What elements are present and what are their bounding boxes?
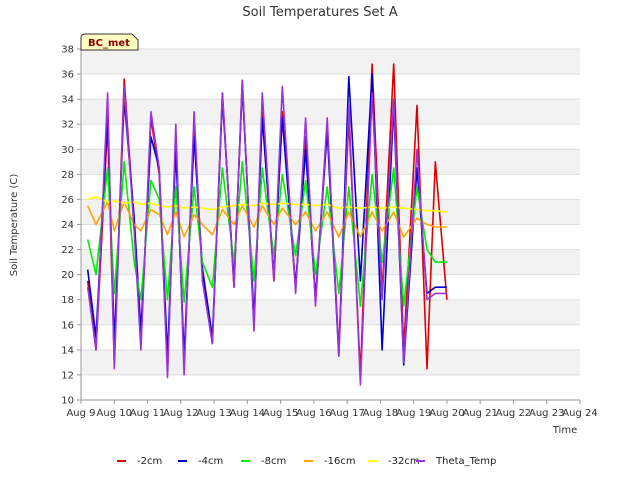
y-tick-label: 38 bbox=[61, 45, 74, 56]
chart-title: Soil Temperatures Set A bbox=[242, 5, 397, 20]
y-tick-label: 10 bbox=[61, 396, 74, 407]
y-tick-label: 34 bbox=[61, 95, 74, 106]
plot-band bbox=[81, 224, 580, 250]
y-tick-label: 12 bbox=[61, 370, 74, 381]
legend-label: Theta_Temp bbox=[435, 456, 496, 467]
plot-band bbox=[81, 49, 580, 75]
x-axis-label: Time bbox=[552, 425, 577, 436]
y-tick-label: 14 bbox=[61, 345, 74, 356]
x-tick-label: Aug 20 bbox=[429, 408, 464, 419]
y-tick-label: 36 bbox=[61, 70, 74, 81]
plot-band bbox=[81, 99, 580, 125]
plot-band bbox=[81, 374, 580, 400]
series-lines bbox=[86, 63, 448, 386]
site-label-box: BC_met bbox=[80, 33, 139, 51]
y-tick-label: 32 bbox=[61, 120, 74, 131]
y-tick-label: 22 bbox=[61, 245, 74, 256]
x-tick-label: Aug 24 bbox=[562, 408, 597, 419]
x-tick-label: Aug 16 bbox=[296, 408, 331, 419]
x-tick-label: Aug 18 bbox=[363, 408, 398, 419]
legend-label: -8cm bbox=[261, 456, 286, 467]
series-line-thetatemp bbox=[86, 79, 447, 386]
series-line-16cm bbox=[86, 201, 447, 238]
x-tick-label: Aug 9 bbox=[66, 408, 95, 419]
y-tick-label: 28 bbox=[61, 170, 74, 181]
x-tick-label: Aug 23 bbox=[529, 408, 564, 419]
x-tick-label: Aug 21 bbox=[462, 408, 497, 419]
x-tick-label: Aug 13 bbox=[196, 408, 231, 419]
x-tick-label: Aug 17 bbox=[329, 408, 364, 419]
y-axis-ticks: 10 12 14 16 18 20 22 24 26 28 30 32 34 36 38 bbox=[61, 45, 81, 407]
legend-label: -2cm bbox=[137, 456, 162, 467]
plot-band bbox=[81, 249, 580, 275]
y-tick-label: 18 bbox=[61, 295, 74, 306]
x-tick-label: Aug 11 bbox=[130, 408, 165, 419]
plot-band bbox=[81, 299, 580, 325]
legend: -2cm -4cm -8cm -16cm -32cm Theta_Temp bbox=[117, 456, 496, 467]
x-tick-label: Aug 14 bbox=[230, 408, 265, 419]
legend-label: -16cm bbox=[324, 456, 356, 467]
x-tick-label: Aug 10 bbox=[97, 408, 132, 419]
x-tick-label: Aug 15 bbox=[263, 408, 298, 419]
y-axis-label: Soil Temperature (C) bbox=[9, 174, 20, 277]
plot-band bbox=[81, 324, 580, 350]
y-tick-label: 30 bbox=[61, 145, 74, 156]
series-line-8cm bbox=[86, 161, 447, 307]
y-tick-label: 20 bbox=[61, 270, 74, 281]
y-tick-label: 16 bbox=[61, 320, 74, 331]
legend-label: -4cm bbox=[198, 456, 223, 467]
plot-band bbox=[81, 124, 580, 150]
plot-band bbox=[81, 349, 580, 375]
site-label: BC_met bbox=[88, 38, 130, 49]
x-tick-label: Aug 22 bbox=[496, 408, 531, 419]
x-tick-label: Aug 12 bbox=[163, 408, 198, 419]
y-tick-label: 26 bbox=[61, 195, 74, 206]
y-tick-label: 24 bbox=[61, 220, 74, 231]
x-tick-label: Aug 19 bbox=[396, 408, 431, 419]
plot-band bbox=[81, 274, 580, 300]
series-line-32cm bbox=[87, 196, 447, 213]
legend-label: -32cm bbox=[388, 456, 420, 467]
plot-band bbox=[81, 74, 580, 100]
